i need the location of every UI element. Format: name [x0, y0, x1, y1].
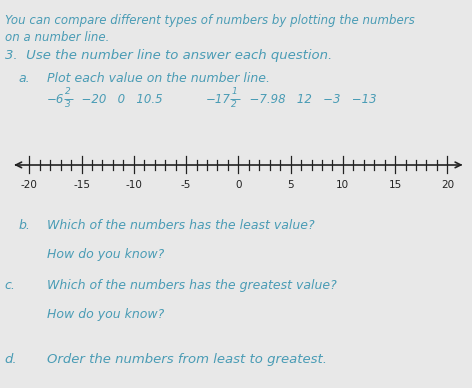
- Text: -15: -15: [73, 180, 90, 190]
- Text: 10: 10: [337, 180, 349, 190]
- Text: -10: -10: [126, 180, 142, 190]
- Text: 15: 15: [388, 180, 402, 190]
- Text: 0: 0: [235, 180, 242, 190]
- Text: on a number line.: on a number line.: [5, 31, 109, 44]
- Text: Order the numbers from least to greatest.: Order the numbers from least to greatest…: [47, 353, 327, 366]
- Text: -20: -20: [21, 180, 38, 190]
- Text: Which of the numbers has the greatest value?: Which of the numbers has the greatest va…: [47, 279, 337, 293]
- Text: b.: b.: [19, 219, 31, 232]
- Text: −6: −6: [47, 93, 65, 106]
- Text: Plot each value on the number line.: Plot each value on the number line.: [47, 72, 270, 85]
- Text: 2: 2: [65, 87, 70, 96]
- Text: Which of the numbers has the least value?: Which of the numbers has the least value…: [47, 219, 315, 232]
- Text: 3.  Use the number line to answer each question.: 3. Use the number line to answer each qu…: [5, 48, 332, 62]
- Text: You can compare different types of numbers by plotting the numbers: You can compare different types of numbe…: [5, 14, 414, 27]
- Text: How do you know?: How do you know?: [47, 308, 164, 322]
- Text: How do you know?: How do you know?: [47, 248, 164, 262]
- Text: 20: 20: [441, 180, 454, 190]
- Text: −17: −17: [205, 93, 230, 106]
- Text: 2: 2: [231, 100, 237, 109]
- Text: 3: 3: [65, 100, 70, 109]
- Text: -5: -5: [181, 180, 191, 190]
- Text: −20   0   10.5: −20 0 10.5: [74, 93, 163, 106]
- Text: 5: 5: [287, 180, 294, 190]
- Text: −7.98   12   −3   −13: −7.98 12 −3 −13: [242, 93, 376, 106]
- Text: 1: 1: [231, 87, 237, 96]
- Text: c.: c.: [5, 279, 16, 293]
- Text: a.: a.: [19, 72, 31, 85]
- Text: d.: d.: [5, 353, 17, 366]
